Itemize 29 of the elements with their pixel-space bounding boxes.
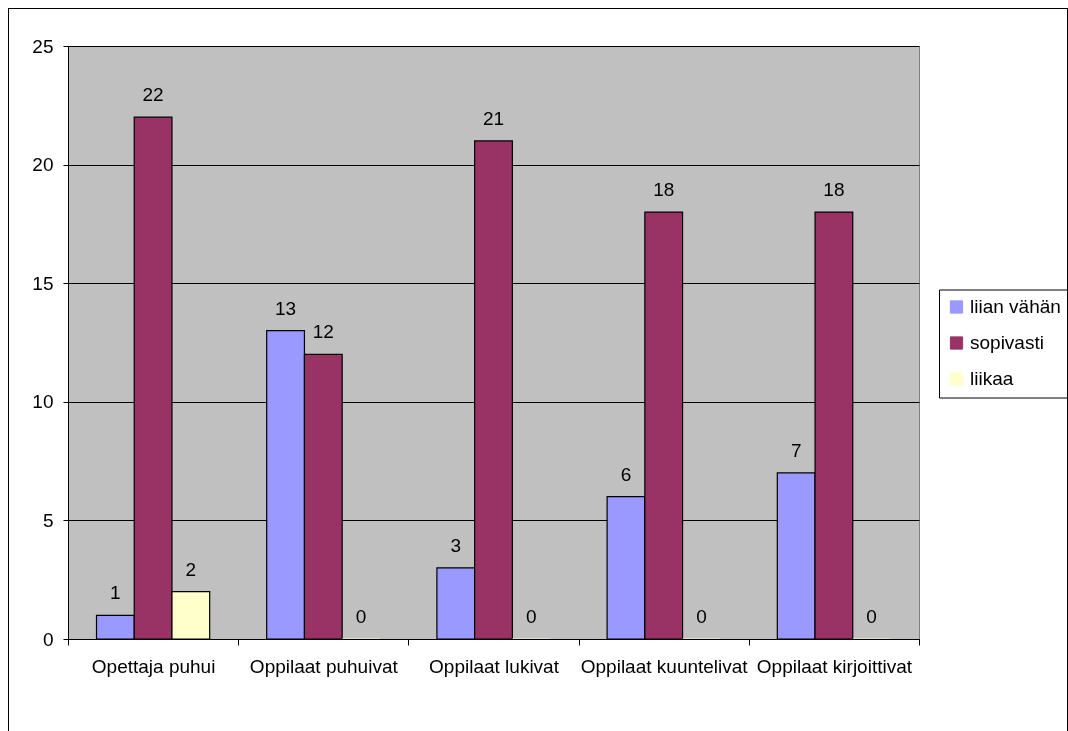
y-tick-label: 25 [32,35,54,57]
data-label: 3 [450,534,462,556]
data-label: 0 [696,606,707,627]
y-tick-label: 15 [32,272,54,294]
data-label: 18 [653,179,675,201]
y-tick-label: 5 [42,509,54,531]
data-label: 13 [275,297,297,319]
legend-label: liian vähän [970,296,1061,317]
x-tick-label: Oppilaat kuuntelivat [580,655,749,677]
data-label: 12 [312,321,334,343]
data-label: 0 [866,606,877,627]
y-tick-label: 10 [32,391,54,413]
data-label: 6 [620,463,632,485]
data-label: 0 [355,606,367,627]
y-tick-label: 0 [42,628,54,650]
data-label: 7 [790,439,802,461]
x-tick-label: Opettaja puhui [91,655,216,677]
legend-label: sopivasti [970,332,1044,353]
y-tick-label: 20 [32,154,54,176]
data-label: 1 [110,582,121,604]
data-label: 0 [525,606,537,627]
legend-label: liikaa [970,368,1014,389]
x-tick-label: Oppilaat puhuivat [249,655,399,677]
data-label: 18 [823,179,845,201]
data-label: 21 [482,107,505,129]
data-label: 22 [142,84,164,106]
x-tick-label: Oppilaat kirjoittivat [756,655,913,677]
x-tick-label: Oppilaat lukivat [429,655,560,677]
data-label: 2 [185,558,197,580]
